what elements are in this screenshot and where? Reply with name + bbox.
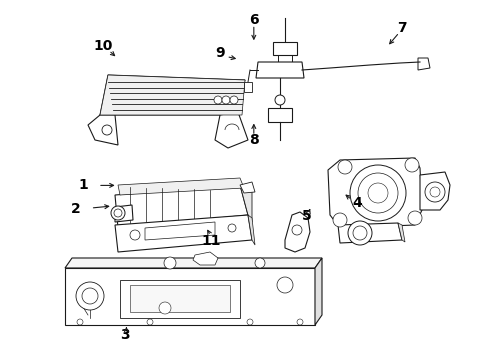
- Circle shape: [333, 213, 347, 227]
- Polygon shape: [145, 222, 215, 240]
- Polygon shape: [315, 258, 322, 325]
- Polygon shape: [65, 268, 315, 325]
- Circle shape: [405, 158, 419, 172]
- Circle shape: [214, 96, 222, 104]
- Circle shape: [164, 257, 176, 269]
- Polygon shape: [256, 62, 304, 78]
- Polygon shape: [115, 185, 248, 228]
- Circle shape: [358, 173, 398, 213]
- Polygon shape: [65, 258, 322, 268]
- Polygon shape: [240, 182, 255, 193]
- Polygon shape: [118, 178, 244, 195]
- Text: 1: 1: [78, 179, 88, 192]
- Polygon shape: [130, 285, 230, 312]
- Circle shape: [255, 258, 265, 268]
- Polygon shape: [115, 215, 252, 252]
- Text: 4: 4: [353, 197, 363, 210]
- Text: 8: 8: [249, 134, 259, 147]
- Circle shape: [147, 319, 153, 325]
- Circle shape: [114, 209, 122, 217]
- Circle shape: [247, 319, 253, 325]
- Text: 3: 3: [120, 328, 130, 342]
- Polygon shape: [328, 158, 422, 228]
- Polygon shape: [115, 205, 133, 222]
- Circle shape: [228, 224, 236, 232]
- Circle shape: [292, 225, 302, 235]
- Polygon shape: [273, 42, 297, 55]
- Circle shape: [338, 160, 352, 174]
- Circle shape: [130, 230, 140, 240]
- Circle shape: [82, 288, 98, 304]
- Polygon shape: [285, 212, 310, 252]
- Circle shape: [159, 302, 171, 314]
- Polygon shape: [268, 108, 292, 122]
- Polygon shape: [240, 185, 252, 222]
- Polygon shape: [88, 115, 118, 145]
- Circle shape: [76, 282, 104, 310]
- Polygon shape: [193, 252, 218, 265]
- Polygon shape: [215, 112, 248, 148]
- Polygon shape: [244, 82, 252, 92]
- Circle shape: [348, 221, 372, 245]
- Circle shape: [425, 182, 445, 202]
- Circle shape: [350, 165, 406, 221]
- Text: 7: 7: [397, 21, 407, 35]
- Polygon shape: [420, 172, 450, 210]
- Circle shape: [222, 96, 230, 104]
- Circle shape: [353, 226, 367, 240]
- Circle shape: [368, 183, 388, 203]
- Text: 5: 5: [301, 209, 311, 223]
- Polygon shape: [338, 223, 402, 243]
- Circle shape: [275, 95, 285, 105]
- Polygon shape: [100, 75, 245, 115]
- Circle shape: [102, 125, 112, 135]
- Polygon shape: [398, 223, 405, 242]
- Circle shape: [77, 319, 83, 325]
- Polygon shape: [248, 215, 255, 245]
- Polygon shape: [418, 58, 430, 70]
- Circle shape: [408, 211, 422, 225]
- Text: 11: 11: [201, 234, 220, 248]
- Circle shape: [430, 187, 440, 197]
- Circle shape: [230, 96, 238, 104]
- Text: 6: 6: [249, 13, 259, 27]
- Circle shape: [297, 319, 303, 325]
- Circle shape: [111, 206, 125, 220]
- Text: 2: 2: [71, 202, 81, 216]
- Text: 10: 10: [93, 39, 113, 53]
- Polygon shape: [120, 280, 240, 318]
- Polygon shape: [100, 75, 245, 115]
- Text: 9: 9: [216, 46, 225, 60]
- Circle shape: [277, 277, 293, 293]
